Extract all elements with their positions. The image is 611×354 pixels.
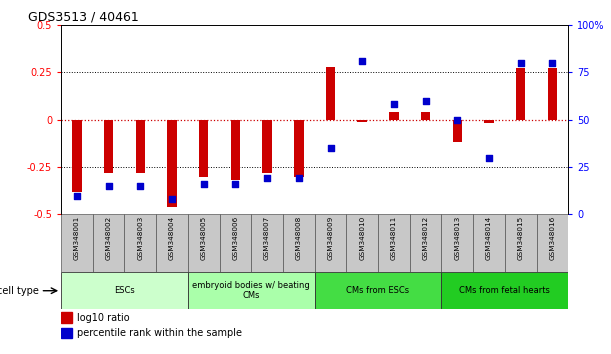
Point [452,117,462,122]
Point [484,155,494,160]
Bar [326,67,335,120]
Bar [231,120,240,180]
Point [230,181,240,187]
Text: GSM348001: GSM348001 [74,216,80,261]
Bar [61,328,72,338]
Text: GSM348008: GSM348008 [296,216,302,261]
Bar [104,120,114,173]
Bar [357,120,367,121]
Bar [219,215,251,272]
Text: cell type: cell type [0,286,39,296]
Bar [516,68,525,120]
Text: GSM348009: GSM348009 [327,216,334,261]
Point [167,196,177,202]
Bar [61,312,72,323]
Bar [93,215,125,272]
Bar [251,215,283,272]
Text: log10 ratio: log10 ratio [78,313,130,323]
Text: embryoid bodies w/ beating
CMs: embryoid bodies w/ beating CMs [192,281,310,301]
Point [72,193,82,198]
Point [516,60,525,65]
Text: CMs from fetal hearts: CMs from fetal hearts [459,286,551,295]
Bar [294,120,304,177]
Bar [188,272,315,309]
Point [421,98,431,103]
Text: GSM348016: GSM348016 [549,216,555,261]
Text: GSM348010: GSM348010 [359,216,365,261]
Bar [485,120,494,124]
Bar [188,215,219,272]
Bar [536,215,568,272]
Bar [283,215,315,272]
Bar [125,215,156,272]
Bar [167,120,177,207]
Bar [315,215,346,272]
Bar [346,215,378,272]
Bar [136,120,145,173]
Bar [72,120,82,192]
Text: GSM348003: GSM348003 [137,216,144,261]
Point [326,145,335,151]
Point [547,60,557,65]
Bar [61,272,188,309]
Bar [199,120,208,177]
Text: GSM348006: GSM348006 [232,216,238,261]
Text: ESCs: ESCs [114,286,135,295]
Bar [441,272,568,309]
Bar [378,215,410,272]
Bar [315,272,441,309]
Bar [473,215,505,272]
Text: GSM348014: GSM348014 [486,216,492,261]
Text: GSM348012: GSM348012 [423,216,428,261]
Bar [156,215,188,272]
Bar [547,68,557,120]
Point [357,58,367,64]
Point [199,181,208,187]
Bar [505,215,536,272]
Text: CMs from ESCs: CMs from ESCs [346,286,409,295]
Text: GSM348013: GSM348013 [455,216,460,261]
Bar [453,120,462,142]
Point [262,176,272,181]
Text: GSM348002: GSM348002 [106,216,112,261]
Text: GSM348004: GSM348004 [169,216,175,261]
Text: GSM348011: GSM348011 [391,216,397,261]
Point [294,176,304,181]
Point [136,183,145,189]
Point [389,102,399,107]
Bar [421,112,430,120]
Bar [410,215,441,272]
Point [104,183,114,189]
Bar [61,215,93,272]
Bar [441,215,473,272]
Text: GSM348015: GSM348015 [518,216,524,261]
Text: GSM348005: GSM348005 [201,216,207,261]
Text: GDS3513 / 40461: GDS3513 / 40461 [28,11,139,24]
Text: percentile rank within the sample: percentile rank within the sample [78,328,243,338]
Text: GSM348007: GSM348007 [264,216,270,261]
Bar [389,112,398,120]
Bar [262,120,272,173]
